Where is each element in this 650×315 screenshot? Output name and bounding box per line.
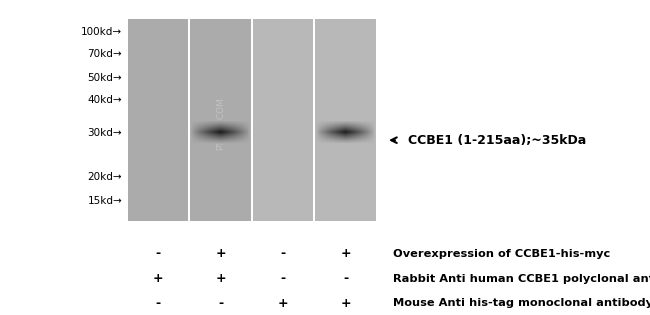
Text: Rabbit Anti human CCBE1 polyclonal antibody: Rabbit Anti human CCBE1 polyclonal antib…: [393, 274, 650, 284]
Bar: [188, 19, 190, 220]
Text: 70kd→: 70kd→: [88, 49, 122, 59]
Text: Mouse Anti his-tag monoclonal antibody: Mouse Anti his-tag monoclonal antibody: [393, 298, 650, 308]
Bar: [313, 19, 315, 220]
Text: -: -: [281, 247, 286, 260]
Text: +: +: [278, 296, 289, 310]
Text: Overexpression of CCBE1-his-myc: Overexpression of CCBE1-his-myc: [393, 249, 610, 259]
Text: +: +: [153, 272, 163, 285]
Text: -: -: [155, 296, 161, 310]
Text: -: -: [218, 296, 223, 310]
Text: +: +: [341, 296, 351, 310]
Text: PTGFB.COM: PTGFB.COM: [216, 97, 225, 150]
Text: CCBE1 (1-215aa);~35kDa: CCBE1 (1-215aa);~35kDa: [408, 134, 586, 147]
Text: 20kd→: 20kd→: [88, 172, 122, 182]
Text: 100kd→: 100kd→: [81, 27, 122, 37]
Bar: [253, 19, 313, 220]
Text: 30kd→: 30kd→: [88, 128, 122, 138]
Text: +: +: [215, 247, 226, 260]
Bar: [251, 19, 253, 220]
Text: +: +: [215, 272, 226, 285]
Text: +: +: [341, 247, 351, 260]
Bar: [190, 19, 251, 220]
Bar: [127, 19, 188, 220]
Text: -: -: [281, 272, 286, 285]
Bar: [315, 19, 376, 220]
Text: -: -: [343, 272, 348, 285]
Text: -: -: [155, 247, 161, 260]
Text: 50kd→: 50kd→: [88, 73, 122, 83]
Text: 40kd→: 40kd→: [88, 94, 122, 105]
Text: 15kd→: 15kd→: [88, 196, 122, 206]
